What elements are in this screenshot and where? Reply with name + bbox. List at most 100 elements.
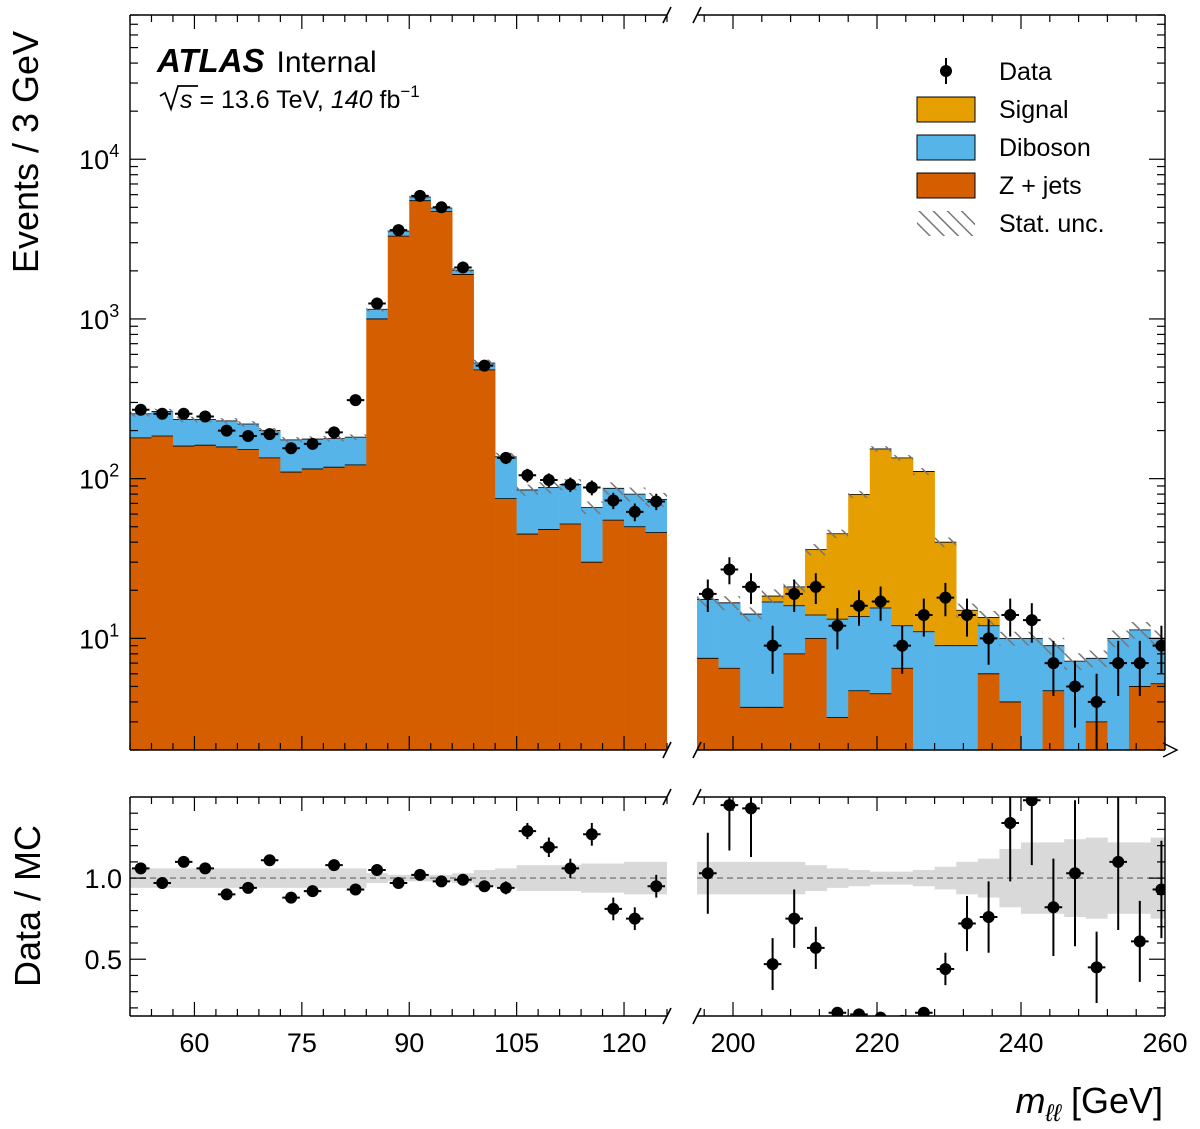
axis-break-mark xyxy=(692,741,702,759)
x-axis-arrow xyxy=(1162,742,1179,758)
ratio-point xyxy=(961,917,973,930)
data-point xyxy=(896,639,909,652)
data-point xyxy=(242,429,255,442)
x-tick-label: 200 xyxy=(710,1028,755,1058)
ratio-point xyxy=(939,962,952,975)
bar-diboson xyxy=(1021,638,1043,750)
bar-diboson xyxy=(559,484,582,525)
ratio-point xyxy=(1112,855,1125,868)
data-point xyxy=(1047,657,1060,670)
ratio-point xyxy=(1069,867,1081,880)
stat-unc-hatch xyxy=(761,589,784,604)
ratio-band xyxy=(783,861,806,895)
data-point xyxy=(1133,657,1146,670)
bar-zjets xyxy=(1021,750,1043,780)
ratio-point xyxy=(156,876,169,889)
x-tick-label: 105 xyxy=(494,1028,539,1058)
bar-diboson xyxy=(258,430,281,458)
ratio-band xyxy=(366,873,389,883)
ratio-point xyxy=(831,1006,844,1016)
ratio-point xyxy=(392,876,405,889)
bar-zjets xyxy=(826,717,849,750)
data-point xyxy=(456,261,469,274)
stat-unc-hatch xyxy=(891,455,913,461)
bar-diboson xyxy=(783,605,806,654)
data-point xyxy=(701,587,714,600)
lumi-value: 140 xyxy=(331,86,373,114)
stat-unc-hatch xyxy=(913,468,935,475)
bar-zjets xyxy=(1129,686,1151,750)
x-axis-title: mℓℓ [GeV] xyxy=(1015,1080,1163,1127)
legend-stat-label: Stat. unc. xyxy=(999,210,1105,238)
data-point xyxy=(982,632,995,645)
x-tick-label: 60 xyxy=(179,1028,209,1058)
data-point xyxy=(413,189,426,202)
ratio-band xyxy=(237,868,260,888)
ratio-point xyxy=(285,891,298,904)
bar-diboson xyxy=(848,616,871,691)
stat-unc-hatch xyxy=(1107,630,1129,648)
ratio-point xyxy=(134,862,147,875)
data-point xyxy=(1090,695,1103,708)
data-point xyxy=(766,639,779,652)
data-point xyxy=(788,587,801,600)
stat-unc-hatch xyxy=(280,437,302,443)
legend-signal-swatch xyxy=(916,96,976,123)
data-point xyxy=(220,424,233,437)
bar-zjets xyxy=(452,274,474,750)
bar-diboson xyxy=(934,645,957,750)
stat-unc-hatch xyxy=(516,484,539,496)
stat-unc-hatch xyxy=(1085,650,1108,668)
stat-unc-hatch xyxy=(805,544,827,556)
ratio-point xyxy=(413,868,426,881)
axis-break-mark xyxy=(662,741,672,759)
bar-zjets xyxy=(999,701,1022,750)
legend-diboson-swatch xyxy=(916,134,976,161)
legend-signal-label: Signal xyxy=(999,96,1069,124)
y-tick-label-pad xyxy=(119,628,122,639)
lumi-exponent: −1 xyxy=(400,82,419,101)
energy-lumi-label: s = 13.6 TeV, 140 fb−1 xyxy=(159,82,420,114)
ratio-y-tick-label: 1.0 xyxy=(84,864,122,894)
data-point xyxy=(745,580,757,593)
data-point xyxy=(723,563,736,576)
y-axis-title-ratio: Data / MC xyxy=(7,825,48,987)
ratio-point xyxy=(788,912,801,925)
ratio-point xyxy=(478,880,491,893)
bar-zjets xyxy=(869,693,892,750)
stat-unc-hatch xyxy=(624,487,646,502)
data-point xyxy=(521,469,534,482)
ratio-point xyxy=(435,875,448,888)
ratio-band xyxy=(495,868,517,888)
data-point xyxy=(809,580,822,593)
data-point xyxy=(478,359,491,372)
x-tick-label: 90 xyxy=(394,1028,424,1058)
histogram-segment-2 xyxy=(697,446,1165,780)
x-tick-label: 75 xyxy=(287,1028,317,1058)
y-tick-label: 102 xyxy=(79,461,122,495)
ratio-point xyxy=(723,799,736,812)
ratio-band xyxy=(934,866,957,890)
bar-diboson xyxy=(495,456,517,499)
x-tick-label: 260 xyxy=(1142,1028,1187,1058)
ratio-point xyxy=(853,1008,865,1016)
bar-zjets xyxy=(891,668,914,750)
ratio-band xyxy=(913,870,935,887)
data-point xyxy=(831,619,844,632)
bar-zjets xyxy=(1064,750,1086,780)
bar-zjets xyxy=(559,524,582,750)
bar-diboson xyxy=(194,419,217,446)
histogram-layer xyxy=(130,189,1165,780)
data-point xyxy=(650,495,663,508)
ratio-point xyxy=(564,862,577,875)
ratio-point xyxy=(1025,797,1038,807)
bar-diboson xyxy=(581,507,603,563)
ratio-point xyxy=(1004,816,1017,829)
bar-zjets xyxy=(740,707,763,750)
stat-unc-hatch xyxy=(538,482,560,494)
data-point xyxy=(177,407,190,420)
y-tick-label-base: 10 xyxy=(79,305,109,335)
axis-break-mark xyxy=(692,788,702,806)
bar-zjets xyxy=(956,750,978,780)
